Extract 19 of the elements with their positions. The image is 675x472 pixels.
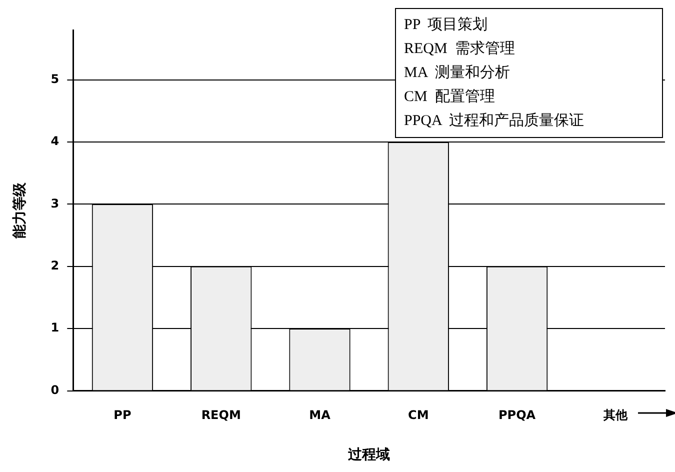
annotation: REQM 需求管理 [404, 40, 516, 59]
annotation: PPQA 过程和产品质量保证 [404, 112, 586, 131]
x-tick-label: MA [309, 408, 332, 422]
y-tick-label: 3 [50, 196, 60, 210]
x-tick-label: PPQA [498, 408, 536, 422]
x-tick-label: REQM [201, 408, 241, 422]
y-tick-label: 1 [50, 320, 60, 335]
y-axis-title: 能力等级 [12, 181, 28, 238]
x-tick-label: 其他 [602, 408, 629, 422]
y-tick-label: 2 [50, 258, 60, 273]
x-tick-label: CM [408, 408, 429, 422]
annotation: MA 测量和分析 [404, 64, 511, 83]
annotation: CM 配置管理 [404, 88, 496, 107]
annotation: PP 项目策划 [404, 16, 489, 35]
y-tick-label: 4 [50, 134, 60, 148]
x-tick-label: PP [114, 408, 132, 422]
x-axis-title: 过程域 [347, 447, 390, 464]
y-tick-label: 0 [50, 382, 60, 397]
y-tick-label: 5 [50, 72, 60, 86]
